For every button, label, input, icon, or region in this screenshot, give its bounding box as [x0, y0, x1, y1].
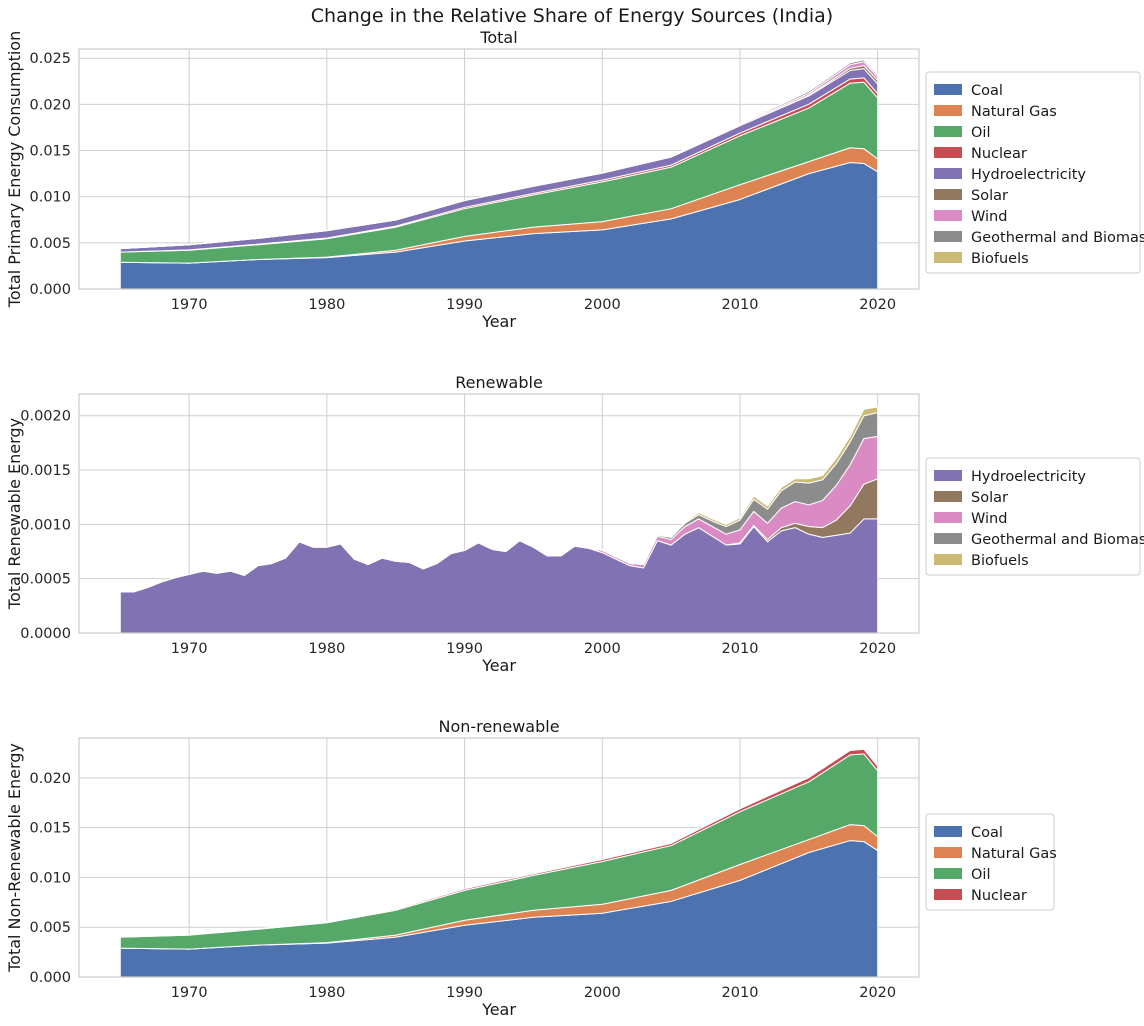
x-tick-label: 1980 [308, 985, 345, 1001]
legend-label: Wind [971, 511, 1007, 527]
legend-label: Biofuels [971, 553, 1029, 569]
x-tick-label: 1990 [446, 297, 483, 313]
legend-label: Hydroelectricity [971, 167, 1086, 183]
chart-panel-non-renewable: 1970 1980 1990 2000 2010 2020 0.000 0.005 0.010 0… [5, 717, 1057, 1019]
panel-title: Non-renewable [438, 717, 559, 736]
x-axis-label: Year [481, 312, 516, 331]
legend-label: Hydroelectricity [971, 469, 1086, 485]
x-tick-label: 1990 [446, 641, 483, 657]
legend-swatch-solar [934, 189, 962, 200]
legend-swatch-wind [934, 210, 962, 221]
y-tick-label: 0.000 [29, 282, 71, 298]
chart-panel-renewable: 1970 1980 1990 2000 2010 2020 0.0000 0.0005 0.00… [5, 373, 1144, 675]
legend-label: Geothermal and Biomass [971, 532, 1144, 548]
legend-label: Coal [971, 83, 1003, 99]
legend-label: Geothermal and Biomass [971, 230, 1144, 246]
x-tick-label: 1980 [308, 297, 345, 313]
plot-frame [78, 393, 920, 634]
legend-label: Nuclear [971, 888, 1027, 904]
plot-frame [78, 48, 920, 290]
legend-label: Solar [971, 490, 1008, 506]
y-tick-label: 0.0015 [20, 463, 71, 479]
legend-swatch-biofuels [934, 252, 962, 263]
legend-label: Solar [971, 188, 1008, 204]
x-axis-label: Year [481, 656, 516, 675]
legend-box [925, 813, 1055, 911]
y-tick-label: 0.015 [29, 821, 71, 837]
y-tick-label: 0.0000 [20, 626, 71, 642]
y-tick-label: 0.020 [29, 97, 71, 113]
legend-label: Natural Gas [971, 104, 1057, 120]
legend-swatch-nuclear [934, 889, 962, 900]
y-tick-label: 0.0005 [20, 572, 71, 588]
legend-box [925, 457, 1141, 576]
legend-label: Oil [971, 867, 990, 883]
y-tick-label: 0.010 [29, 190, 71, 206]
x-axis-label: Year [481, 1000, 516, 1019]
y-axis-label: Total Non-Renewable Energy [5, 743, 24, 973]
x-tick-label: 2020 [859, 985, 896, 1001]
chart-panel-total: 1970 1980 1990 2000 2010 2020 0.000 0.005 0.010 0… [5, 28, 1144, 331]
x-tick-label: 2010 [722, 985, 759, 1001]
legend-label: Biofuels [971, 251, 1029, 267]
y-axis-label: Total Primary Energy Consumption [5, 31, 24, 308]
legend: Hydroelectricity Solar Wind Geothermal and … [925, 457, 1144, 576]
legend-swatch-wind [934, 512, 962, 523]
legend-swatch-oil [934, 126, 962, 137]
figure-title: Change in the Relative Share of Energy S… [311, 5, 833, 27]
legend-swatch-biofuels [934, 554, 962, 565]
legend-swatch-coal [934, 84, 962, 95]
area-series-nuclear [119, 748, 879, 938]
legend-swatch-geothermal-and-biomass [934, 533, 962, 544]
legend-label: Wind [971, 209, 1007, 225]
y-tick-label: 0.000 [29, 970, 71, 986]
x-tick-label: 1990 [446, 985, 483, 1001]
x-tick-label: 2000 [584, 641, 621, 657]
x-tick-label: 2000 [584, 297, 621, 313]
legend-swatch-hydroelectricity [934, 470, 962, 481]
plot-frame [78, 737, 920, 978]
legend: Coal Natural Gas Oil Nuclear Hydroelectricit… [925, 71, 1144, 274]
legend-label: Nuclear [971, 146, 1027, 162]
area-series-biofuels [119, 406, 879, 593]
x-tick-label: 1970 [171, 985, 208, 1001]
x-tick-label: 2000 [584, 985, 621, 1001]
y-tick-label: 0.025 [29, 51, 71, 67]
y-tick-label: 0.0010 [20, 517, 71, 533]
y-tick-label: 0.015 [29, 144, 71, 160]
legend-swatch-geothermal-and-biomass [934, 231, 962, 242]
area-series-biofuels [119, 58, 879, 250]
y-tick-label: 0.010 [29, 870, 71, 886]
y-tick-label: 0.005 [29, 920, 71, 936]
legend-swatch-coal [934, 826, 962, 837]
x-tick-label: 2020 [859, 297, 896, 313]
legend: Coal Natural Gas Oil Nuclear [925, 813, 1057, 911]
legend-label: Coal [971, 825, 1003, 841]
x-tick-label: 2010 [722, 297, 759, 313]
legend-swatch-solar [934, 491, 962, 502]
y-tick-label: 0.005 [29, 236, 71, 252]
x-tick-label: 1970 [171, 641, 208, 657]
legend-swatch-nuclear [934, 147, 962, 158]
panel-title: Renewable [455, 373, 543, 392]
y-axis-label: Total Renewable Energy [5, 418, 24, 610]
x-tick-label: 2020 [859, 641, 896, 657]
x-tick-label: 1970 [171, 297, 208, 313]
legend-label: Oil [971, 125, 990, 141]
x-tick-label: 1980 [308, 641, 345, 657]
x-tick-label: 2010 [722, 641, 759, 657]
legend-box [925, 71, 1141, 274]
panel-title: Total [479, 28, 517, 47]
legend-swatch-hydroelectricity [934, 168, 962, 179]
y-tick-label: 0.020 [29, 771, 71, 787]
legend-label: Natural Gas [971, 846, 1057, 862]
legend-swatch-oil [934, 868, 962, 879]
legend-swatch-natural-gas [934, 105, 962, 116]
legend-swatch-natural-gas [934, 847, 962, 858]
y-tick-label: 0.0020 [20, 409, 71, 425]
